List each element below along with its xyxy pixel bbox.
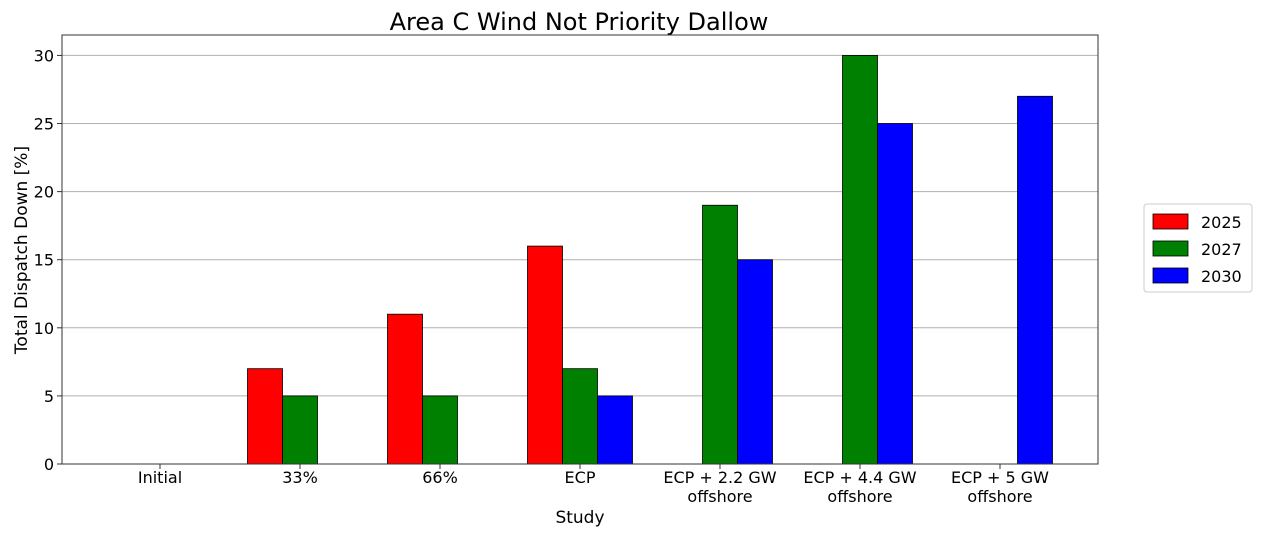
- chart-title: Area C Wind Not Priority Dallow: [390, 8, 769, 36]
- bar-2030-6: [1017, 95, 1053, 465]
- legend-label-2025: 2025: [1201, 213, 1242, 232]
- bar-2025-3: [527, 245, 563, 465]
- y-tick-label: 10: [34, 319, 54, 338]
- bar-2027-3: [562, 368, 598, 465]
- legend: 2025 2027 2030: [1143, 203, 1253, 293]
- x-axis-label: Study: [555, 508, 604, 528]
- bar-2025-2: [387, 313, 423, 465]
- bars-group: [247, 55, 1053, 465]
- y-tick-label: 5: [44, 387, 54, 406]
- x-tick-label: 66%: [422, 468, 458, 487]
- y-tick-label: 0: [44, 455, 54, 474]
- y-tick-label: 20: [34, 183, 54, 202]
- bar-2030-4: [737, 259, 773, 465]
- x-tick-label: 33%: [282, 468, 318, 487]
- x-tick-label: ECP + 5 GW offshore: [951, 468, 1049, 506]
- legend-label-2027: 2027: [1201, 240, 1242, 259]
- y-axis-ticks: 0 5 10 15 20 25 30: [34, 46, 62, 474]
- x-tick-label: ECP + 2.2 GW offshore: [663, 468, 776, 506]
- x-axis-ticks: Initial 33% 66% ECP ECP + 2.2 GW offshore ECP …: [138, 464, 1049, 506]
- y-tick-label: 25: [34, 115, 54, 134]
- bar-2027-2: [422, 395, 458, 465]
- legend-label-2030: 2030: [1201, 267, 1242, 286]
- y-tick-label: 15: [34, 251, 54, 270]
- y-axis-label: Total Dispatch Down [%]: [12, 146, 32, 355]
- legend-swatch-2027: [1152, 240, 1189, 257]
- legend-swatch-2030: [1152, 267, 1189, 284]
- bar-2027-1: [282, 395, 318, 465]
- bar-2025-1: [247, 368, 283, 465]
- x-tick-label: ECP: [565, 468, 596, 487]
- gridlines: [62, 54, 1098, 465]
- bar-2030-5: [877, 123, 913, 465]
- legend-swatch-2025: [1152, 213, 1189, 230]
- bar-2027-4: [702, 204, 738, 465]
- bar-2027-5: [842, 55, 878, 465]
- y-tick-label: 30: [34, 46, 54, 65]
- bar-2030-3: [597, 395, 633, 465]
- x-tick-label: Initial: [138, 468, 182, 487]
- x-tick-label: ECP + 4.4 GW offshore: [803, 468, 916, 506]
